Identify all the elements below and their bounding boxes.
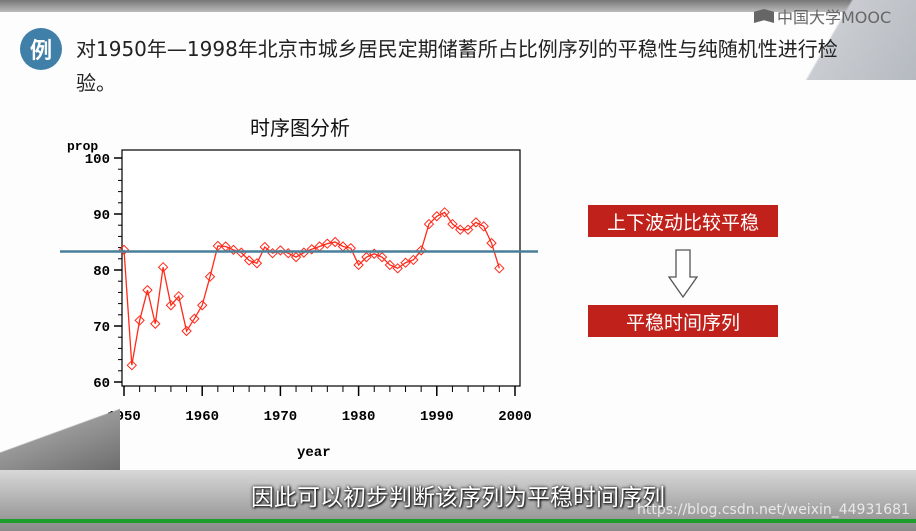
data-point	[384, 259, 396, 271]
data-point	[150, 318, 161, 329]
logo-text: 中国大学MOOC	[777, 8, 892, 27]
data-point	[126, 359, 138, 371]
data-point	[361, 251, 372, 263]
left-decoration	[0, 380, 120, 480]
data-point	[243, 255, 255, 266]
x-tick-label: 1980	[342, 409, 376, 425]
data-point	[142, 284, 153, 296]
top-band	[0, 0, 916, 12]
corner-decoration	[756, 0, 916, 80]
series-line	[123, 211, 500, 366]
x-tick-label: 1960	[185, 409, 219, 425]
data-point	[470, 217, 482, 228]
progress-bar	[0, 519, 916, 523]
mooc-logo: 中国大学MOOC	[754, 4, 891, 28]
data-point	[196, 300, 208, 311]
slide-title: 对1950年—1998年北京市城乡居民定期储蓄所占比例序列的平稳性与纯随机性进行…	[76, 37, 838, 95]
data-point	[329, 236, 341, 248]
data-point	[408, 254, 419, 266]
conclusion-box-stationary: 平稳时间序列	[588, 305, 778, 337]
data-point	[423, 218, 435, 230]
y-tick-label: 80	[93, 264, 110, 280]
down-arrow-icon	[668, 249, 698, 299]
data-point	[439, 207, 450, 218]
data-point	[431, 211, 443, 222]
data-point	[392, 263, 403, 274]
data-point	[447, 218, 458, 230]
data-point	[189, 313, 200, 324]
video-subtitle: 因此可以初步判断该序列为平稳时间序列	[251, 485, 665, 511]
data-point	[173, 291, 184, 302]
data-point	[400, 257, 411, 268]
x-tick-label: 2000	[498, 409, 532, 425]
data-point	[462, 224, 474, 235]
chart-title: 时序图分析	[250, 116, 350, 140]
data-point	[494, 263, 505, 274]
data-point	[478, 221, 489, 232]
data-point	[228, 244, 239, 256]
y-axis-label: prop	[67, 139, 98, 154]
data-point	[415, 245, 427, 256]
plot-frame	[121, 149, 521, 387]
data-point	[376, 251, 388, 263]
y-tick-label: 100	[85, 152, 110, 168]
data-point	[165, 300, 177, 311]
time-series-chart: 60708090100195019601970198019902000 prop…	[60, 139, 538, 461]
data-point	[486, 237, 497, 249]
data-point	[290, 251, 302, 263]
data-point	[251, 258, 263, 269]
x-tick-label: 1990	[420, 409, 454, 425]
data-point	[118, 244, 130, 256]
data-point	[455, 224, 466, 235]
x-tick-label: 1970	[264, 409, 298, 425]
data-point	[204, 271, 216, 282]
example-badge: 例	[20, 28, 62, 70]
y-tick-label: 90	[93, 208, 110, 224]
book-icon	[754, 9, 774, 23]
data-point	[306, 244, 317, 255]
data-point	[157, 261, 169, 273]
data-point	[275, 245, 286, 256]
watermark: https://blog.csdn.net/weixin_44931681	[636, 502, 910, 518]
data-point	[134, 315, 145, 326]
data-point	[181, 325, 192, 337]
conclusion-box-fluctuation: 上下波动比较平稳	[588, 205, 778, 237]
y-tick-label: 70	[93, 320, 110, 336]
x-axis-label: year	[297, 445, 331, 461]
data-point	[353, 259, 364, 271]
